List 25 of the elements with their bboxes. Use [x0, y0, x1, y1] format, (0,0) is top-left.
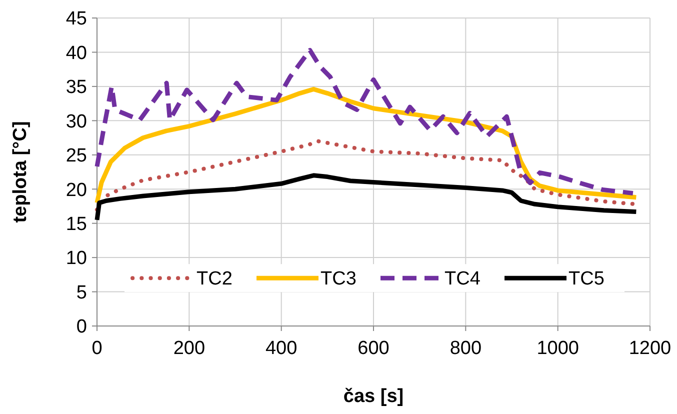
y-tick-label: 25 — [66, 146, 87, 167]
y-axis-title: teplota [°C] — [10, 121, 31, 223]
legend-label: TC4 — [444, 268, 481, 290]
legend-label: TC5 — [568, 268, 604, 290]
x-tick-label: 0 — [92, 338, 102, 359]
x-tick-label: 1000 — [536, 338, 579, 359]
line-series — [94, 173, 638, 222]
x-tick-label: 200 — [173, 338, 206, 359]
y-tick-label: 35 — [66, 77, 87, 98]
legend-label: TC3 — [320, 268, 356, 290]
y-tick-label: 0 — [76, 316, 87, 338]
y-tick-label: 10 — [66, 248, 87, 270]
legend-label: TC2 — [196, 268, 232, 290]
y-tick-label: 5 — [76, 282, 87, 304]
line-series — [94, 48, 636, 196]
y-tick-label: 15 — [66, 214, 87, 235]
x-tick-label: 800 — [450, 338, 482, 359]
y-tick-label: 30 — [66, 111, 87, 132]
x-tick-label: 400 — [265, 338, 298, 359]
y-tick-label: 40 — [66, 42, 87, 64]
x-tick-label: 1200 — [628, 338, 672, 359]
x-axis-title: čas [s] — [343, 386, 404, 407]
x-tick-label: 600 — [358, 338, 390, 359]
y-tick-label: 45 — [66, 8, 87, 30]
y-tick-label: 20 — [66, 180, 87, 201]
